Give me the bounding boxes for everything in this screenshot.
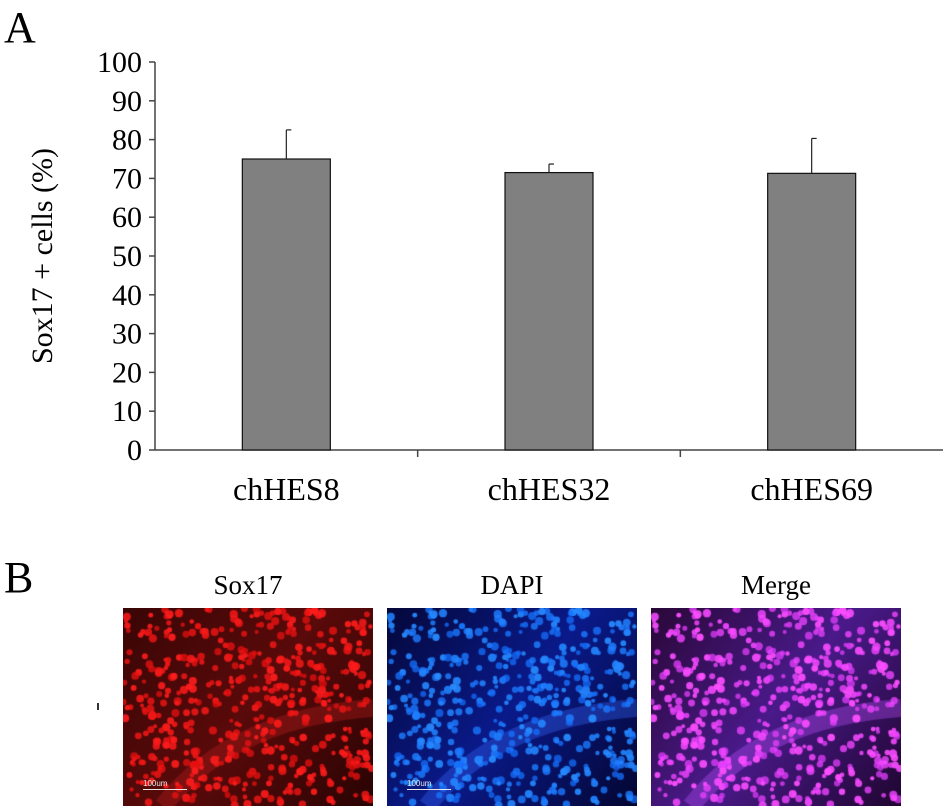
dapi-label: DAPI: [480, 570, 544, 600]
scale-bar-label: 100um: [407, 779, 432, 788]
bar: [504, 171, 594, 451]
y-tick-label: 10: [112, 395, 142, 428]
bar: [241, 158, 331, 451]
y-tick-label: 90: [112, 85, 142, 118]
y-tick-label: 60: [112, 201, 142, 234]
bar: [767, 172, 857, 451]
y-tick-label: 0: [127, 434, 142, 467]
sox17-micrograph: 100um: [123, 608, 373, 806]
y-tick-label: 50: [112, 240, 142, 273]
y-tick-label: 30: [112, 318, 142, 351]
y-tick-label: 20: [112, 356, 142, 389]
scale-bar: 100um: [143, 779, 187, 790]
x-tick-label: chHES69: [750, 471, 873, 507]
y-tick-label: 40: [112, 279, 142, 312]
y-tick-label: 80: [112, 124, 142, 157]
scale-bar-label: 100um: [143, 779, 168, 788]
sox17-label: Sox17: [213, 570, 283, 600]
y-axis-label: Sox17 + cells (%): [26, 148, 59, 364]
panel-letter-b: B: [4, 553, 34, 602]
bar-chart: 0 10 20 30 40 50 60 70 80 90 100 Sox17 + cells (%) c…: [26, 46, 943, 507]
merge-label: Merge: [741, 570, 811, 600]
x-tick-label: chHES8: [233, 471, 340, 507]
scale-bar: 100um: [407, 779, 451, 790]
x-tick-label: chHES32: [488, 471, 611, 507]
y-tick-label: 100: [97, 46, 142, 79]
dapi-micrograph: 100um: [387, 608, 637, 806]
stray-mark: [97, 703, 99, 710]
merge-micrograph: [651, 608, 901, 806]
y-tick-label: 70: [112, 162, 142, 195]
panel-letter-a: A: [4, 3, 36, 52]
